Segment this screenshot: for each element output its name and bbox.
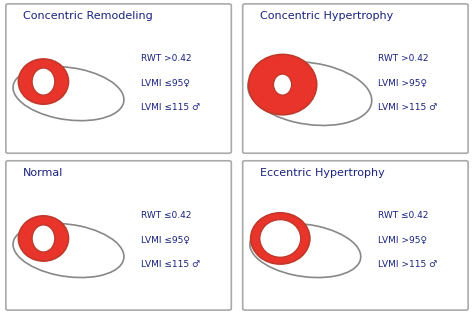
- Text: LVMI ≤115 ♂: LVMI ≤115 ♂: [141, 260, 201, 268]
- Text: LVMI >95♀: LVMI >95♀: [378, 236, 427, 244]
- Text: LVMI ≤115 ♂: LVMI ≤115 ♂: [141, 103, 201, 112]
- Ellipse shape: [32, 68, 55, 95]
- Text: LVMI ≤95♀: LVMI ≤95♀: [141, 78, 191, 88]
- Ellipse shape: [18, 216, 69, 261]
- Text: RWT ≤0.42: RWT ≤0.42: [378, 211, 428, 220]
- Text: RWT >0.42: RWT >0.42: [378, 54, 428, 63]
- Ellipse shape: [260, 219, 301, 257]
- FancyBboxPatch shape: [243, 4, 468, 153]
- Text: LVMI >95♀: LVMI >95♀: [378, 78, 427, 88]
- Text: RWT >0.42: RWT >0.42: [141, 54, 192, 63]
- Text: RWT ≤0.42: RWT ≤0.42: [141, 211, 192, 220]
- FancyBboxPatch shape: [6, 4, 231, 153]
- Ellipse shape: [251, 213, 310, 264]
- Text: Normal: Normal: [23, 168, 64, 177]
- Text: LVMI ≤95♀: LVMI ≤95♀: [141, 236, 191, 244]
- FancyBboxPatch shape: [6, 161, 231, 310]
- Ellipse shape: [248, 54, 317, 115]
- Ellipse shape: [18, 59, 69, 104]
- Text: Concentric Hypertrophy: Concentric Hypertrophy: [260, 11, 393, 21]
- Text: LVMI >115 ♂: LVMI >115 ♂: [378, 260, 438, 268]
- Ellipse shape: [273, 74, 292, 95]
- FancyBboxPatch shape: [243, 161, 468, 310]
- Text: Concentric Remodeling: Concentric Remodeling: [23, 11, 153, 21]
- Ellipse shape: [32, 225, 55, 252]
- Text: Eccentric Hypertrophy: Eccentric Hypertrophy: [260, 168, 384, 177]
- Text: LVMI >115 ♂: LVMI >115 ♂: [378, 103, 438, 112]
